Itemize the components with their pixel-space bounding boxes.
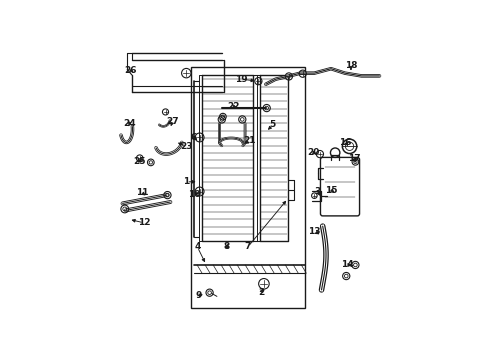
Text: 5: 5 xyxy=(269,121,275,130)
Text: 19: 19 xyxy=(235,75,247,84)
Text: 4: 4 xyxy=(194,242,200,251)
Text: 6: 6 xyxy=(190,133,197,142)
Text: 25: 25 xyxy=(133,157,146,166)
Text: 7: 7 xyxy=(244,242,250,251)
Text: 17: 17 xyxy=(347,154,360,163)
Text: 10: 10 xyxy=(187,190,200,199)
Text: 18: 18 xyxy=(344,62,356,71)
FancyBboxPatch shape xyxy=(320,157,359,216)
Text: 3: 3 xyxy=(314,187,320,196)
Text: 24: 24 xyxy=(123,118,136,127)
Text: 12: 12 xyxy=(137,218,150,227)
Text: 22: 22 xyxy=(227,102,239,111)
Text: 16: 16 xyxy=(339,138,351,147)
Text: 2: 2 xyxy=(258,288,264,297)
Text: 8: 8 xyxy=(224,242,230,251)
Text: 15: 15 xyxy=(325,186,337,195)
Bar xyxy=(191,67,304,308)
Text: 21: 21 xyxy=(243,136,256,145)
Text: 14: 14 xyxy=(340,260,353,269)
Text: 27: 27 xyxy=(166,117,179,126)
Text: 20: 20 xyxy=(306,148,319,157)
Text: 1: 1 xyxy=(183,177,189,186)
Text: 9: 9 xyxy=(195,291,201,300)
Text: 13: 13 xyxy=(307,227,320,236)
Text: 23: 23 xyxy=(180,142,193,151)
Text: 26: 26 xyxy=(124,66,137,75)
Text: 11: 11 xyxy=(136,188,148,197)
